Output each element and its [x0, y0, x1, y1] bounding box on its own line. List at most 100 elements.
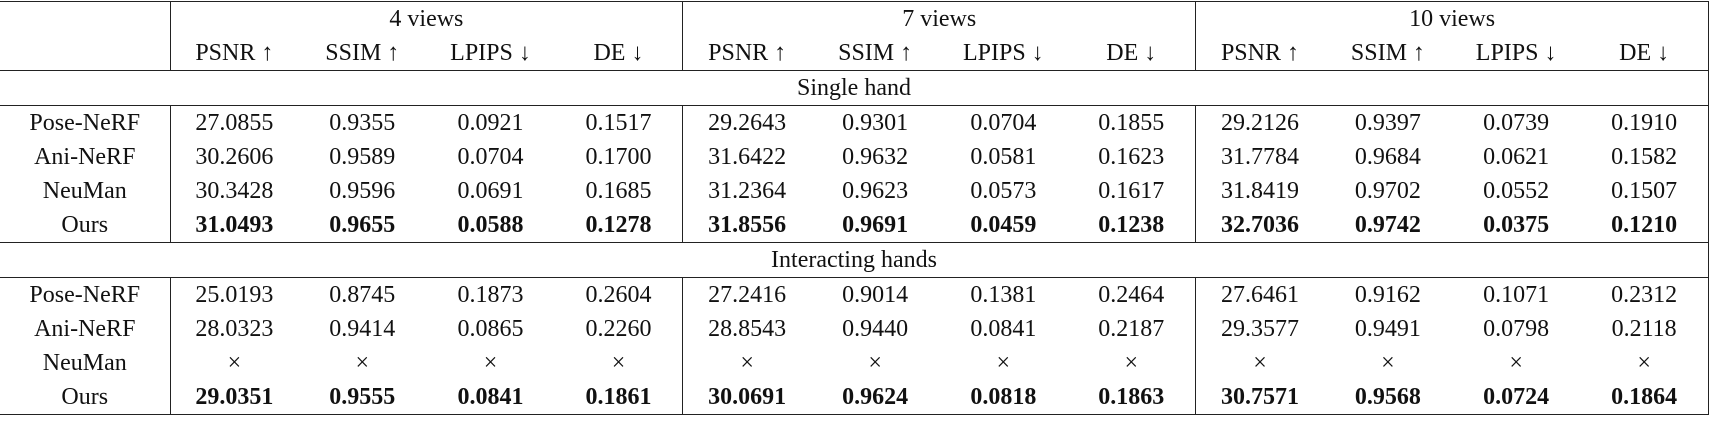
- data-row: Ours 31.0493 0.9655 0.0588 0.1278 31.8556 0.96…: [0, 208, 1710, 243]
- metric-value: 0.2260: [585, 316, 652, 342]
- metric-value: 0.9624: [811, 380, 940, 415]
- metric-value: 0.1238: [1098, 212, 1165, 238]
- metric-value: 27.2416: [682, 277, 812, 312]
- method-name: Pose-NeRF: [29, 282, 141, 308]
- metric-value: ×: [483, 350, 498, 376]
- corner-cell: [0, 36, 170, 71]
- metric-value: 0.1863: [1067, 380, 1196, 415]
- group-header: 4 views: [169, 1, 683, 36]
- metric-value: 30.0691: [682, 380, 812, 415]
- metric-value: 0.9632: [842, 144, 909, 170]
- metric-value: 0.0621: [1483, 144, 1550, 170]
- metric-value: 25.0193: [169, 277, 299, 312]
- metric-value: 0.2464: [1098, 282, 1165, 308]
- metric-value: 0.2187: [1098, 316, 1165, 342]
- metric-value: 0.9742: [1354, 212, 1421, 238]
- metric-value: 0.1861: [554, 380, 683, 415]
- metric-value: 0.9414: [329, 316, 396, 342]
- metric-value: 31.6422: [682, 140, 812, 174]
- method-name: NeuMan: [42, 350, 127, 376]
- metric-value: ×: [996, 350, 1011, 376]
- metric-value: 31.8556: [682, 208, 812, 243]
- metric-value: 29.3577: [1195, 312, 1324, 346]
- section-title: Single hand: [0, 70, 1709, 106]
- metric-value: 0.1623: [1098, 144, 1165, 170]
- metric-value: 0.9397: [1354, 110, 1421, 136]
- metric-value: 0.9702: [1354, 178, 1421, 204]
- metric-value: 0.0865: [457, 316, 524, 342]
- metric-value: 0.9623: [842, 178, 909, 204]
- data-row: NeuMan × × × × × × × × × × × ×: [0, 346, 1710, 380]
- metric-value: 0.0704: [457, 144, 524, 170]
- data-row: Ours 29.0351 0.9555 0.0841 0.1861 30.0691 0.96…: [0, 380, 1710, 415]
- metric-value: 0.0459: [970, 212, 1037, 238]
- metric-value: 0.0375: [1483, 212, 1550, 238]
- metric-header: SSIM ↑: [1323, 36, 1453, 71]
- metric-header: DE ↓: [1580, 36, 1710, 71]
- metric-value: 0.8745: [329, 282, 396, 308]
- metric-value: 0.0818: [939, 380, 1068, 415]
- metric-value: 0.9162: [1354, 282, 1421, 308]
- section-title-row: Interacting hands: [0, 242, 1709, 278]
- metric-value: 28.0323: [169, 312, 299, 346]
- metric-value: 30.7571: [1195, 380, 1324, 415]
- metric-value: 0.9568: [1323, 380, 1453, 415]
- metric-value: ×: [1124, 350, 1139, 376]
- metric-value: 28.8543: [682, 312, 812, 346]
- data-row: Pose-NeRF 27.0855 0.9355 0.0921 0.1517 29.264…: [0, 105, 1710, 140]
- metric-value: 0.1071: [1483, 282, 1550, 308]
- metric-value: 0.9655: [329, 212, 396, 238]
- metric-value: ×: [169, 346, 299, 380]
- corner-cell: [0, 1, 170, 36]
- metric-value: 0.0691: [457, 178, 524, 204]
- data-row: Ani-NeRF 28.0323 0.9414 0.0865 0.2260 28.8543…: [0, 312, 1710, 346]
- metric-value: 0.0739: [1483, 110, 1550, 136]
- metric-value: 30.3428: [169, 174, 299, 208]
- data-row: Pose-NeRF 25.0193 0.8745 0.1873 0.2604 27.241…: [0, 277, 1710, 312]
- metric-header: DE ↓: [1067, 36, 1196, 71]
- metric-header: LPIPS ↓: [426, 36, 555, 71]
- metric-value: 0.1381: [970, 282, 1037, 308]
- metric-value: 31.2364: [682, 174, 812, 208]
- metric-value: 0.2604: [585, 282, 652, 308]
- section-title-row: Single hand: [0, 70, 1709, 106]
- metric-value: 0.1855: [1098, 110, 1165, 136]
- metric-header: SSIM ↑: [811, 36, 940, 71]
- metric-value: 0.9491: [1354, 316, 1421, 342]
- group-header: 7 views: [682, 1, 1196, 36]
- header-groups: 4 views 7 views 10 views: [0, 1, 1709, 36]
- metric-value: 0.0581: [970, 144, 1037, 170]
- method-name: Ours: [61, 212, 109, 238]
- data-row: Ani-NeRF 30.2606 0.9589 0.0704 0.1700 31.6422…: [0, 140, 1710, 174]
- metric-value: 0.0552: [1483, 178, 1550, 204]
- metric-value: 0.1210: [1580, 208, 1710, 243]
- metric-header: SSIM ↑: [298, 36, 427, 71]
- metric-value: 0.0841: [970, 316, 1037, 342]
- section-title: Interacting hands: [0, 242, 1709, 278]
- metric-value: 29.0351: [169, 380, 299, 415]
- metric-value: 0.1278: [585, 212, 652, 238]
- metric-value: ×: [611, 350, 626, 376]
- metric-value: 0.1582: [1580, 140, 1710, 174]
- metric-value: 0.1910: [1580, 105, 1710, 140]
- metric-header: PSNR ↑: [169, 36, 299, 71]
- metric-value: 0.1864: [1580, 380, 1710, 415]
- data-row: NeuMan 30.3428 0.9596 0.0691 0.1685 31.2364 0.…: [0, 174, 1710, 208]
- method-name: Ani-NeRF: [34, 316, 136, 342]
- metric-value: ×: [355, 350, 370, 376]
- metric-value: 0.1507: [1580, 174, 1710, 208]
- metric-value: 0.0724: [1452, 380, 1581, 415]
- method-name: NeuMan: [42, 178, 127, 204]
- metric-value: 29.2126: [1195, 105, 1324, 140]
- metric-value: 32.7036: [1195, 208, 1324, 243]
- metric-value: 0.9589: [329, 144, 396, 170]
- metric-value: 0.9596: [329, 178, 396, 204]
- metric-value: 0.0921: [457, 110, 524, 136]
- metric-value: 0.9555: [298, 380, 427, 415]
- metric-value: ×: [1195, 346, 1324, 380]
- metric-value: 0.1685: [585, 178, 652, 204]
- metric-value: 0.9301: [842, 110, 909, 136]
- metric-value: 0.1517: [585, 110, 652, 136]
- metric-value: 0.2312: [1580, 277, 1710, 312]
- metric-header: PSNR ↑: [682, 36, 812, 71]
